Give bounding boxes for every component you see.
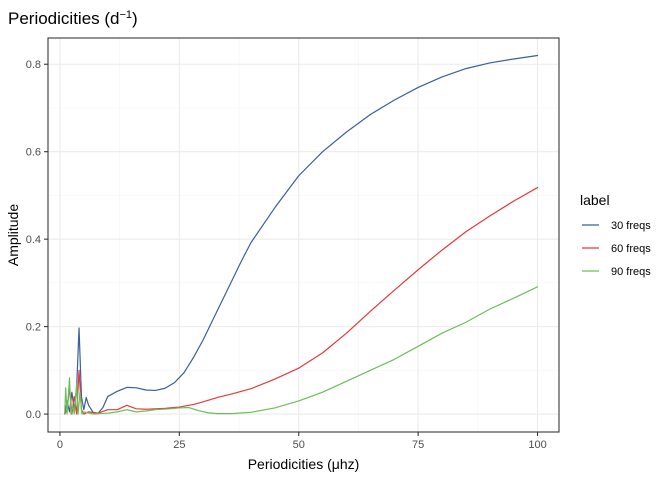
y-tick-label: 0.4 <box>26 234 41 246</box>
x-tick-label: 0 <box>57 439 63 451</box>
x-tick-label: 50 <box>293 439 305 451</box>
series-line-2 <box>64 186 539 415</box>
series-line-1 <box>64 54 539 415</box>
legend: label 30 freqs 60 freqs 90 freqs <box>580 192 651 278</box>
x-tick-label: 75 <box>412 439 424 451</box>
x-tick-label: 25 <box>173 439 185 451</box>
legend-items: 30 freqs 60 freqs 90 freqs <box>582 220 651 278</box>
legend-label: 30 freqs <box>611 220 651 232</box>
plot-background <box>48 38 559 432</box>
x-axis-title: Periodicities (μhz) <box>248 456 360 472</box>
y-axis: 0.0 0.2 0.4 0.6 0.8 <box>26 59 48 421</box>
legend-label: 60 freqs <box>611 243 651 255</box>
chart-title: Periodicities (d−1) <box>8 9 138 28</box>
plot-panel <box>47 37 560 433</box>
legend-key-2: 60 freqs <box>582 243 651 255</box>
y-tick-label: 0.8 <box>26 59 41 71</box>
series-lines <box>64 54 539 415</box>
y-tick-label: 0.6 <box>26 147 41 159</box>
minor-grid <box>48 38 559 432</box>
y-tick-label: 0.2 <box>26 322 41 334</box>
legend-label: 90 freqs <box>611 266 651 278</box>
legend-key-1: 30 freqs <box>582 220 651 232</box>
x-axis: 0 25 50 75 100 <box>57 432 547 451</box>
legend-key-3: 90 freqs <box>582 266 651 278</box>
y-tick-label: 0.0 <box>26 409 41 421</box>
major-grid <box>48 38 559 432</box>
legend-title: label <box>580 192 610 208</box>
panel-border <box>47 37 560 433</box>
x-tick-label: 100 <box>528 439 546 451</box>
series-line-3 <box>64 286 539 415</box>
y-axis-title: Amplitude <box>5 204 21 266</box>
